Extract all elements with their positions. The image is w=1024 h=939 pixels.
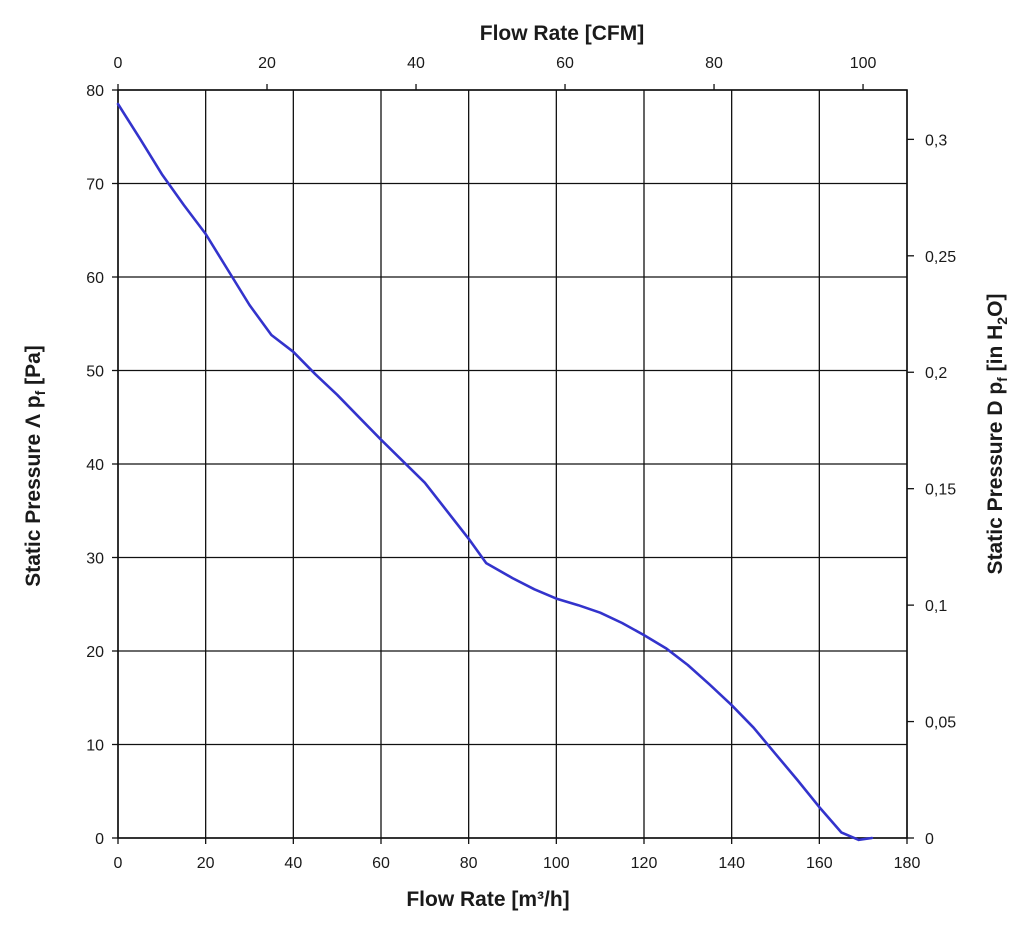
top-tick-label: 80 (705, 55, 723, 72)
left-tick-label: 50 (86, 364, 104, 381)
bottom-tick-label: 80 (460, 855, 478, 872)
right-axis-title-end: O] (984, 294, 1007, 317)
right-tick-label: 0 (925, 831, 934, 848)
bottom-tick-label: 160 (806, 855, 833, 872)
right-tick-label: 0,15 (925, 482, 956, 499)
right-tick-label: 0,05 (925, 715, 956, 732)
left-axis-title: Static Pressure Λ pf [Pa] (22, 345, 48, 587)
pressure-curve-line (116, 102, 874, 842)
left-tick-label: 10 (86, 738, 104, 755)
left-tick-label: 20 (86, 644, 104, 661)
top-tick-label: 40 (407, 55, 425, 72)
top-tick-label: 0 (114, 55, 123, 72)
axes (112, 84, 914, 844)
series-layer (116, 102, 874, 842)
left-tick-label: 30 (86, 551, 104, 568)
left-tick-label: 80 (86, 83, 104, 100)
bottom-axis-title: Flow Rate [m³/h] (406, 888, 569, 911)
right-axis-title-sub2: 2 (994, 317, 1010, 325)
grid (117, 89, 908, 839)
right-axis-title-sub: f (994, 377, 1010, 382)
bottom-tick-label: 0 (114, 855, 123, 872)
top-tick-label: 60 (556, 55, 574, 72)
bottom-tick-label: 180 (894, 855, 921, 872)
bottom-tick-label: 20 (197, 855, 215, 872)
bottom-tick-label: 60 (372, 855, 390, 872)
right-tick-label: 0,1 (925, 598, 947, 615)
right-axis-title-mid: [in H (984, 325, 1007, 378)
right-tick-label: 0,25 (925, 249, 956, 266)
right-axis-title-main: Static Pressure D p (984, 382, 1007, 575)
right-tick-label: 0,3 (925, 132, 947, 149)
left-axis-title-unit: [Pa] (22, 345, 45, 391)
left-axis-title-main: Static Pressure Λ p (22, 395, 45, 586)
top-tick-label: 20 (258, 55, 276, 72)
left-tick-label: 60 (86, 270, 104, 287)
left-tick-label: 40 (86, 457, 104, 474)
top-tick-label: 100 (850, 55, 877, 72)
bottom-tick-label: 40 (284, 855, 302, 872)
left-axis-title-sub: f (32, 390, 48, 395)
bottom-tick-label: 100 (543, 855, 570, 872)
bottom-tick-label: 120 (631, 855, 658, 872)
left-tick-label: 0 (95, 831, 104, 848)
right-axis-title: Static Pressure D pf [in H2O] (984, 294, 1010, 575)
bottom-tick-label: 140 (718, 855, 745, 872)
left-tick-label: 70 (86, 177, 104, 194)
right-tick-label: 0,2 (925, 365, 947, 382)
top-axis-title: Flow Rate [CFM] (480, 22, 644, 45)
